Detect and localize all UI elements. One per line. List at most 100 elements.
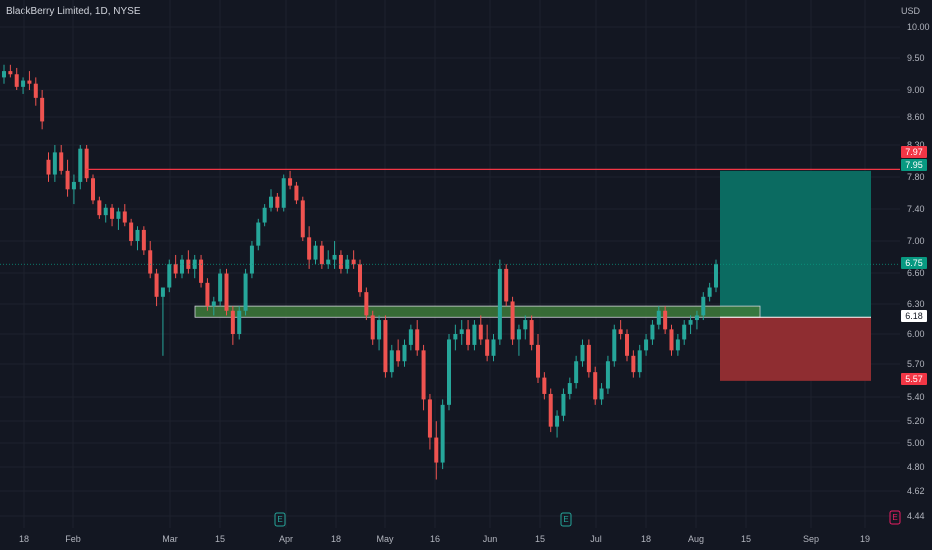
earnings-event-icon[interactable]: E	[274, 512, 286, 527]
candle	[694, 310, 699, 330]
candle	[478, 315, 483, 345]
candle	[326, 250, 331, 269]
earnings-event-icon[interactable]: E	[560, 512, 572, 527]
drawings[interactable]	[0, 168, 900, 318]
price-tag: 7.95	[901, 159, 927, 171]
candle	[141, 226, 146, 255]
candle	[116, 207, 121, 230]
candle	[536, 334, 540, 384]
candle	[275, 193, 280, 212]
candle	[701, 292, 706, 321]
price-tags: 7.97 7.95 6.75 6.18 5.57	[901, 146, 927, 385]
y-tick-label: 5.70	[907, 359, 925, 369]
candle	[110, 204, 115, 227]
loss-zone[interactable]	[720, 317, 871, 381]
candle	[224, 268, 229, 316]
time-axis[interactable]: 18 Feb Mar 15 Apr 18 May 16 Jun 15 Jul 18 Aug 15 Sep 19	[19, 534, 870, 544]
candle	[389, 344, 394, 378]
candle	[59, 145, 64, 175]
candle	[243, 268, 248, 316]
candle	[319, 241, 324, 269]
candle	[332, 241, 337, 269]
earnings-event-icon[interactable]: E	[889, 510, 901, 525]
candle	[40, 90, 45, 130]
candle	[580, 339, 585, 367]
x-tick-label: Mar	[162, 534, 178, 544]
price-axis[interactable]: 10.00 9.50 9.00 8.60 8.30 7.80 7.40 7.00 6.60 6.3…	[907, 22, 930, 521]
candle	[396, 339, 401, 367]
y-tick-label: 8.30	[907, 140, 925, 150]
candle	[612, 324, 617, 367]
candle	[135, 226, 140, 251]
candle	[421, 344, 426, 411]
candle	[688, 315, 693, 334]
price-tag-label: 6.18	[905, 311, 923, 321]
candle	[548, 388, 553, 433]
svg-text:E: E	[892, 513, 897, 522]
candle	[669, 324, 674, 356]
candle	[256, 218, 261, 251]
x-tick-label: Apr	[279, 534, 293, 544]
candle	[65, 159, 70, 197]
candle	[281, 174, 286, 212]
candle	[650, 320, 655, 345]
candle	[453, 324, 458, 351]
candle	[160, 287, 165, 356]
x-tick-label: 18	[331, 534, 341, 544]
candle	[294, 181, 299, 205]
x-tick-label: 15	[741, 534, 751, 544]
candle	[510, 296, 515, 345]
candle	[97, 196, 102, 219]
y-tick-label: 9.00	[907, 85, 925, 95]
candle	[402, 339, 407, 367]
candle	[14, 67, 19, 90]
candle	[370, 310, 375, 345]
y-tick-label: 7.80	[907, 172, 925, 182]
y-tick-label: 7.00	[907, 236, 925, 246]
candle	[707, 282, 712, 302]
y-tick-label: 5.20	[907, 416, 925, 426]
svg-text:E: E	[563, 515, 568, 524]
candle	[27, 71, 32, 90]
y-tick-label: 5.00	[907, 438, 925, 448]
price-tag: 7.97	[901, 146, 927, 158]
candle	[345, 254, 350, 274]
price-tag: 6.18	[901, 310, 927, 322]
candle	[459, 320, 464, 345]
candle	[542, 372, 547, 400]
candle	[52, 145, 57, 182]
candle	[605, 355, 610, 394]
x-tick-label: Aug	[688, 534, 704, 544]
y-tick-label: 7.40	[907, 204, 925, 214]
candle	[364, 287, 369, 321]
candle	[262, 204, 267, 227]
candle	[485, 324, 490, 362]
candle	[269, 189, 273, 212]
candle	[567, 377, 572, 400]
svg-text:E: E	[277, 515, 282, 524]
candle	[288, 170, 293, 190]
candle	[631, 350, 636, 378]
candle	[644, 334, 649, 356]
candle	[440, 399, 445, 470]
x-tick-label: May	[376, 534, 394, 544]
candle	[574, 355, 579, 389]
profit-zone[interactable]	[720, 170, 871, 318]
candle	[593, 366, 598, 405]
y-tick-label: 6.30	[907, 299, 925, 309]
candle	[199, 254, 204, 288]
candle	[618, 320, 623, 340]
candle	[383, 315, 388, 378]
candle	[307, 226, 312, 269]
candle	[249, 241, 254, 279]
candle	[447, 334, 451, 411]
candle	[491, 334, 496, 362]
candle	[497, 259, 502, 345]
x-tick-label: 18	[19, 534, 29, 544]
candle	[300, 196, 305, 241]
candle	[148, 241, 153, 279]
y-tick-label: 6.00	[907, 329, 925, 339]
support-zone[interactable]	[194, 305, 761, 318]
